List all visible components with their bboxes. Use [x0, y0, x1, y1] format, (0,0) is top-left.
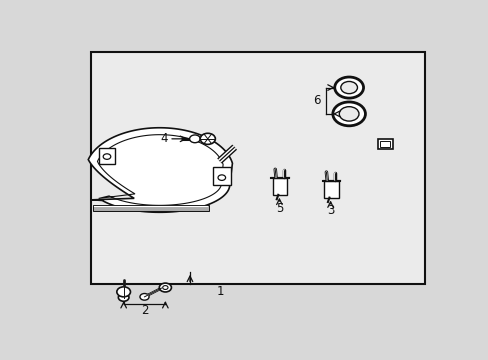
Text: 1: 1: [216, 285, 224, 298]
Bar: [272, 178, 287, 195]
Bar: [93, 205, 208, 211]
Polygon shape: [88, 128, 232, 212]
Text: 2: 2: [141, 304, 148, 317]
Circle shape: [163, 285, 168, 289]
Bar: [324, 181, 338, 198]
Bar: [377, 139, 392, 149]
Circle shape: [332, 102, 365, 126]
Circle shape: [118, 293, 129, 301]
Bar: [212, 167, 230, 185]
Circle shape: [159, 283, 171, 292]
Circle shape: [200, 133, 215, 144]
Circle shape: [334, 77, 363, 98]
Circle shape: [117, 287, 130, 297]
Bar: [91, 51, 424, 284]
Circle shape: [339, 107, 358, 121]
Bar: [99, 148, 115, 164]
Circle shape: [340, 81, 357, 94]
Circle shape: [140, 293, 149, 300]
Circle shape: [218, 175, 225, 180]
Text: 4: 4: [161, 132, 168, 145]
Circle shape: [189, 135, 200, 143]
Bar: [380, 141, 389, 147]
Circle shape: [103, 154, 111, 159]
Text: 5: 5: [275, 202, 283, 215]
Text: 3: 3: [326, 204, 334, 217]
Text: 6: 6: [312, 94, 320, 107]
